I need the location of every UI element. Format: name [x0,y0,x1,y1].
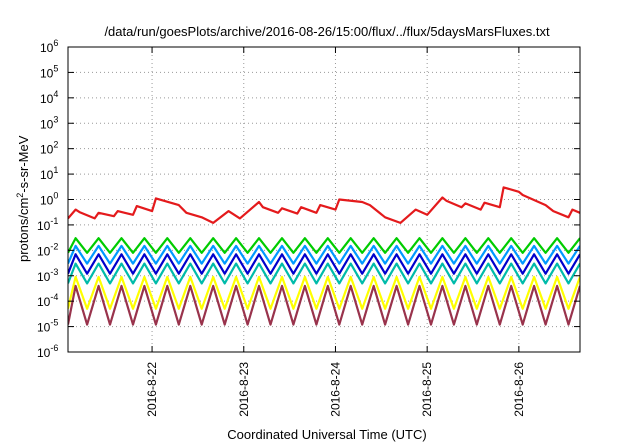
y-axis-ticks: 10610510410310210110010-110-210-310-410-… [37,38,580,360]
y-tick-label: 105 [40,63,58,80]
y-tick-exponent: -6 [50,343,58,353]
y-tick-base: 10 [40,92,54,106]
series-line-5 [68,262,580,285]
series-group [68,186,580,326]
y-tick-label: 104 [40,89,58,106]
y-tick-exponent: 3 [53,114,58,124]
y-tick-label: 10-4 [37,292,58,309]
y-tick-label: 103 [40,114,58,131]
chart-title: /data/run/goesPlots/archive/2016-08-26/1… [104,24,550,39]
y-tick-base: 10 [37,270,51,284]
y-tick-label: 100 [40,191,58,208]
y-tick-label: 102 [40,140,58,157]
y-tick-exponent: 6 [53,38,58,48]
series-line-1 [68,186,580,224]
x-tick-label: 2016-8-23 [237,362,251,417]
y-tick-exponent: -3 [50,267,58,277]
series-line-4 [68,253,580,275]
y-tick-exponent: 2 [53,140,58,150]
y-axis-label: protons/cm2-s-sr-MeV [15,135,31,262]
y-tick-base: 10 [40,143,54,157]
y-tick-label: 10-1 [37,216,58,233]
y-tick-exponent: -1 [50,216,58,226]
y-tick-label: 101 [40,165,58,182]
x-tick-label: 2016-8-25 [420,362,434,417]
y-tick-exponent: 5 [53,63,58,73]
y-tick-label: 10-6 [37,343,58,360]
y-tick-exponent: 1 [53,165,58,175]
y-tick-exponent: -2 [50,241,58,251]
y-tick-base: 10 [40,66,54,80]
y-axis-label-suffix: -s-sr-MeV [16,135,31,192]
y-tick-base: 10 [37,346,51,360]
x-tick-label: 2016-8-24 [328,362,342,417]
x-tick-label: 2016-8-22 [145,362,159,417]
x-tick-label: 2016-8-26 [512,362,526,417]
y-tick-base: 10 [37,295,51,309]
y-tick-label: 106 [40,38,58,55]
y-tick-base: 10 [37,321,51,335]
series-line-3 [68,244,580,265]
x-axis-label: Coordinated Universal Time (UTC) [227,427,426,442]
y-axis-label-superscript: 2 [15,193,25,198]
y-tick-exponent: 4 [53,89,58,99]
y-tick-exponent: -5 [50,318,58,328]
y-tick-base: 10 [37,219,51,233]
y-tick-exponent: 0 [53,191,58,201]
y-axis-label-prefix: protons/cm [16,198,31,262]
grid [68,47,580,352]
y-tick-base: 10 [37,244,51,258]
y-tick-label: 10-5 [37,318,58,335]
x-axis-ticks: 2016-8-22 2016-8-23 2016-8-24 2016-8-25 2016… [145,47,526,417]
y-tick-base: 10 [40,194,54,208]
series-line-7 [68,284,580,326]
y-tick-base: 10 [40,168,54,182]
series-line-6 [68,275,580,310]
y-tick-label: 10-3 [37,267,58,284]
y-tick-base: 10 [40,41,54,55]
y-tick-label: 10-2 [37,241,58,258]
series-line-2 [68,237,580,254]
y-tick-base: 10 [40,117,54,131]
y-tick-exponent: -4 [50,292,58,302]
